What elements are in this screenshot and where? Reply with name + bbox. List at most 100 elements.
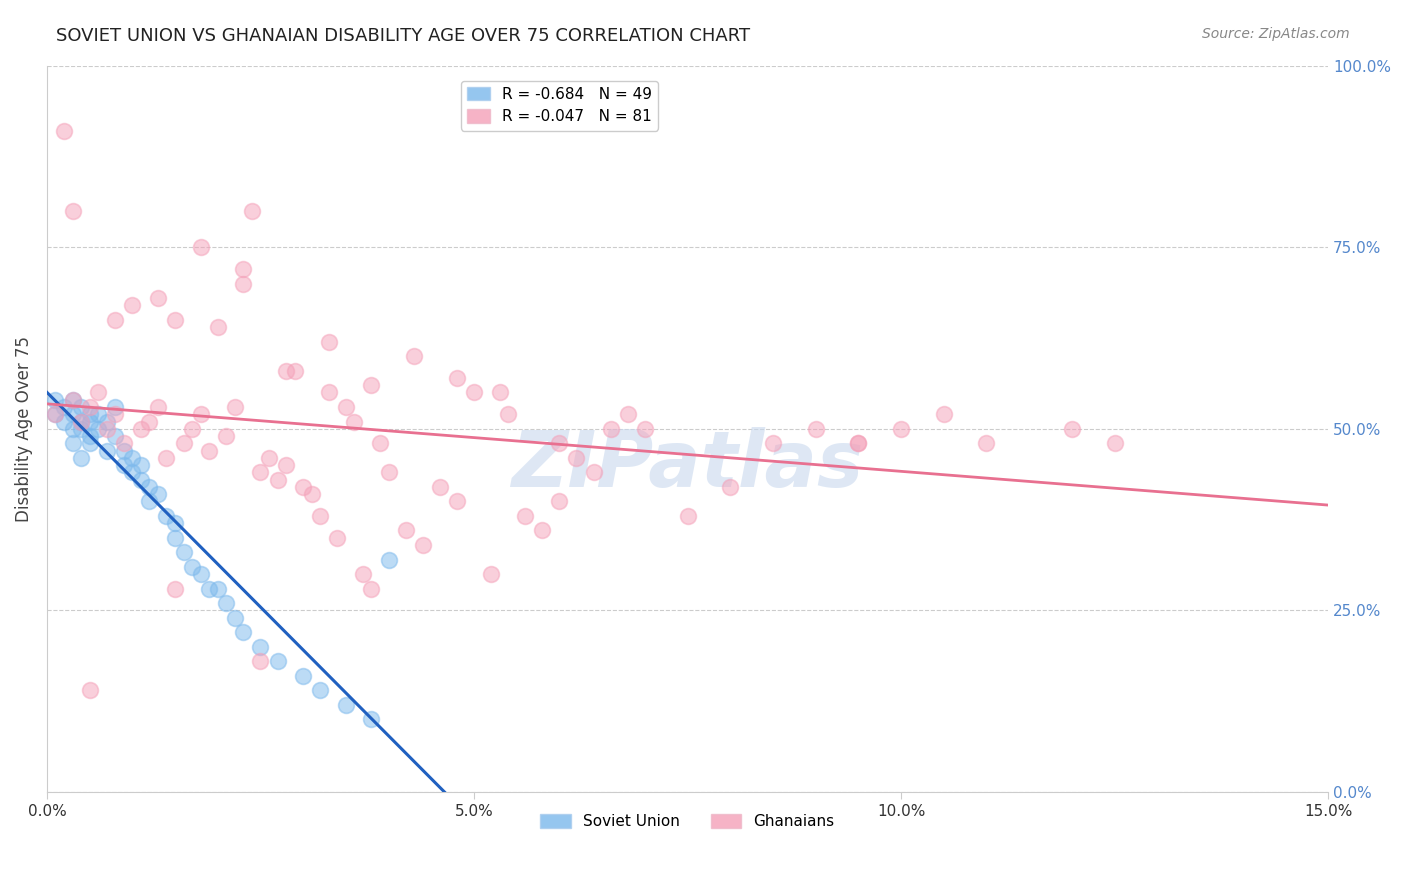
- Point: [96, 422, 118, 436]
- Point: [207, 320, 229, 334]
- Point: [301, 487, 323, 501]
- Point: [79, 429, 101, 443]
- Point: [266, 473, 288, 487]
- Point: [343, 415, 366, 429]
- Point: [274, 364, 297, 378]
- Point: [412, 538, 434, 552]
- Point: [1104, 436, 1126, 450]
- Point: [138, 480, 160, 494]
- Point: [87, 422, 110, 436]
- Point: [762, 436, 785, 450]
- Point: [488, 385, 510, 400]
- Point: [890, 422, 912, 436]
- Point: [548, 436, 571, 450]
- Point: [173, 545, 195, 559]
- Text: ZIPatlas: ZIPatlas: [512, 427, 863, 503]
- Point: [79, 407, 101, 421]
- Point: [266, 654, 288, 668]
- Point: [846, 436, 869, 450]
- Point: [207, 582, 229, 596]
- Point: [215, 429, 238, 443]
- Point: [163, 582, 186, 596]
- Point: [846, 436, 869, 450]
- Point: [198, 443, 221, 458]
- Point: [429, 480, 451, 494]
- Point: [718, 480, 741, 494]
- Point: [976, 436, 998, 450]
- Point: [224, 400, 246, 414]
- Point: [155, 450, 177, 465]
- Point: [463, 385, 485, 400]
- Point: [249, 466, 271, 480]
- Point: [96, 415, 118, 429]
- Point: [87, 385, 110, 400]
- Point: [515, 508, 537, 523]
- Point: [326, 531, 349, 545]
- Point: [404, 349, 426, 363]
- Point: [112, 443, 135, 458]
- Point: [232, 277, 254, 291]
- Point: [70, 415, 93, 429]
- Point: [804, 422, 827, 436]
- Point: [70, 422, 93, 436]
- Point: [395, 524, 418, 538]
- Text: SOVIET UNION VS GHANAIAN DISABILITY AGE OVER 75 CORRELATION CHART: SOVIET UNION VS GHANAIAN DISABILITY AGE …: [56, 27, 751, 45]
- Point: [62, 392, 84, 407]
- Legend: Soviet Union, Ghanaians: Soviet Union, Ghanaians: [534, 808, 841, 835]
- Point: [62, 407, 84, 421]
- Point: [274, 458, 297, 472]
- Point: [112, 458, 135, 472]
- Point: [155, 508, 177, 523]
- Point: [87, 407, 110, 421]
- Point: [173, 436, 195, 450]
- Point: [62, 203, 84, 218]
- Point: [257, 450, 280, 465]
- Point: [104, 429, 127, 443]
- Point: [79, 436, 101, 450]
- Point: [1060, 422, 1083, 436]
- Point: [70, 400, 93, 414]
- Point: [70, 450, 93, 465]
- Text: Source: ZipAtlas.com: Source: ZipAtlas.com: [1202, 27, 1350, 41]
- Point: [240, 203, 263, 218]
- Point: [335, 698, 357, 712]
- Point: [163, 531, 186, 545]
- Y-axis label: Disability Age Over 75: Disability Age Over 75: [15, 335, 32, 522]
- Point: [582, 466, 605, 480]
- Point: [181, 559, 204, 574]
- Point: [335, 400, 357, 414]
- Point: [146, 487, 169, 501]
- Point: [146, 400, 169, 414]
- Point: [44, 392, 66, 407]
- Point: [360, 712, 382, 726]
- Point: [181, 422, 204, 436]
- Point: [104, 400, 127, 414]
- Point: [52, 415, 75, 429]
- Point: [565, 450, 588, 465]
- Point: [531, 524, 554, 538]
- Point: [232, 625, 254, 640]
- Point: [318, 385, 340, 400]
- Point: [44, 407, 66, 421]
- Point: [232, 262, 254, 277]
- Point: [446, 494, 468, 508]
- Point: [599, 422, 621, 436]
- Point: [79, 683, 101, 698]
- Point: [377, 466, 399, 480]
- Point: [44, 407, 66, 421]
- Point: [616, 407, 638, 421]
- Point: [284, 364, 307, 378]
- Point: [190, 567, 212, 582]
- Point: [377, 552, 399, 566]
- Point: [249, 640, 271, 654]
- Point: [215, 596, 238, 610]
- Point: [62, 422, 84, 436]
- Point: [634, 422, 657, 436]
- Point: [138, 415, 160, 429]
- Point: [496, 407, 519, 421]
- Point: [309, 508, 332, 523]
- Point: [446, 371, 468, 385]
- Point: [352, 567, 374, 582]
- Point: [146, 291, 169, 305]
- Point: [479, 567, 502, 582]
